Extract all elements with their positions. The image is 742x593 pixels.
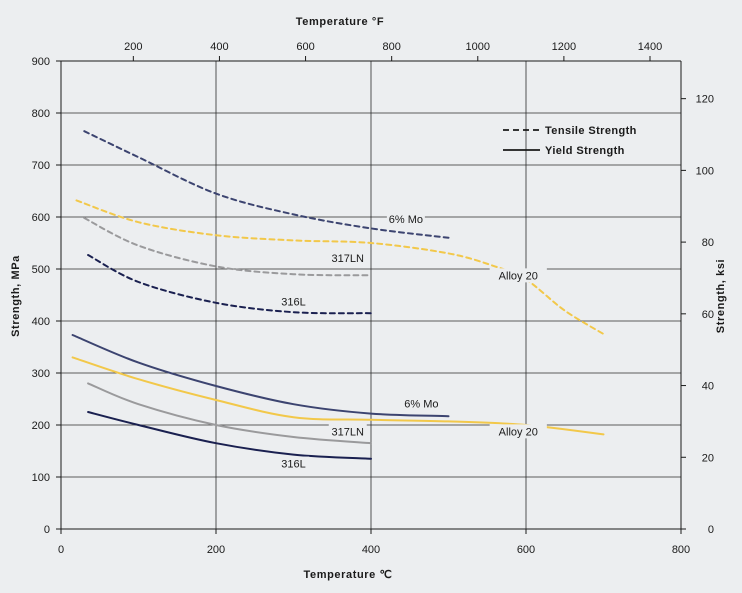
x-top-tick-label: 1200: [552, 41, 576, 53]
tensile-strength-line-316l: [87, 254, 372, 315]
y-right-tick-label: 40: [702, 381, 714, 393]
yield-strength-line-316l: [87, 411, 372, 460]
series-label-background: [328, 251, 367, 266]
x-top-tick-label: 400: [210, 41, 228, 53]
legend-tensile-label: Tensile Strength: [545, 125, 637, 137]
series-label-background: [328, 424, 367, 439]
series-label-6-mo: 6% Mo: [404, 398, 438, 410]
series-label-background: [386, 212, 425, 227]
y-right-tick-label: 60: [702, 309, 714, 321]
tensile-strength-line-317ln: [83, 217, 372, 277]
x-bottom-tick-label: 800: [672, 544, 690, 556]
series-label-background: [277, 294, 310, 309]
series-lines: [71, 130, 605, 460]
y-left-tick-label: 200: [32, 420, 50, 432]
y-left-tick-label: 100: [32, 472, 50, 484]
y-right-tick-label: 120: [696, 94, 714, 106]
yield-strength-line-317ln: [87, 382, 372, 445]
series-label-background: [277, 456, 310, 471]
x-bottom-tick-label: 200: [207, 544, 225, 556]
y-right-tick-label: 20: [702, 452, 714, 464]
series-label-317ln: 317LN: [332, 426, 364, 438]
y-left-tick-label: 300: [32, 368, 50, 380]
bottom-axis-title: Temperature ℃: [303, 569, 392, 581]
x-top-tick-label: 1000: [466, 41, 490, 53]
y-left-tick-label: 800: [32, 108, 50, 120]
series-label-alloy-20: Alloy 20: [499, 426, 538, 438]
series-label-316l: 316L: [281, 296, 305, 308]
series-label-316l: 316L: [281, 459, 305, 471]
series-label-background: [402, 396, 441, 411]
y-left-tick-label: 0: [44, 524, 50, 536]
left-axis-title: Strength, MPa: [10, 255, 22, 337]
y-left-tick-label: 400: [32, 316, 50, 328]
y-right-tick-label: 100: [696, 165, 714, 177]
series-label-317ln: 317LN: [332, 253, 364, 265]
top-axis-title: Temperature °F: [296, 16, 384, 28]
y-right-tick-label: 0: [708, 524, 714, 536]
y-left-tick-label: 700: [32, 160, 50, 172]
series-label-6-mo: 6% Mo: [389, 214, 423, 226]
y-left-tick-label: 900: [32, 56, 50, 68]
yield-strength-line-6-mo: [71, 334, 450, 418]
y-left-tick-label: 600: [32, 212, 50, 224]
x-top-tick-label: 600: [296, 41, 314, 53]
x-bottom-tick-label: 400: [362, 544, 380, 556]
x-bottom-tick-label: 0: [58, 544, 64, 556]
series-label-alloy-20: Alloy 20: [499, 270, 538, 282]
x-top-tick-label: 800: [382, 41, 400, 53]
right-axis-title: Strength, ksi: [715, 259, 727, 333]
tensile-strength-line-alloy-20: [75, 199, 605, 335]
legend: Tensile Strength Yield Strength: [503, 125, 637, 157]
x-top-tick-label: 200: [124, 41, 142, 53]
y-left-tick-label: 500: [32, 264, 50, 276]
series-label-background: [489, 268, 547, 283]
x-bottom-tick-label: 600: [517, 544, 535, 556]
x-top-tick-label: 1400: [638, 41, 662, 53]
series-label-background: [489, 424, 547, 439]
y-right-tick-label: 80: [702, 237, 714, 249]
legend-yield-label: Yield Strength: [545, 145, 625, 157]
series-labels: 6% Mo 317LN 316L Alloy 20 6% Mo 317LN 316L Allo…: [277, 212, 547, 471]
